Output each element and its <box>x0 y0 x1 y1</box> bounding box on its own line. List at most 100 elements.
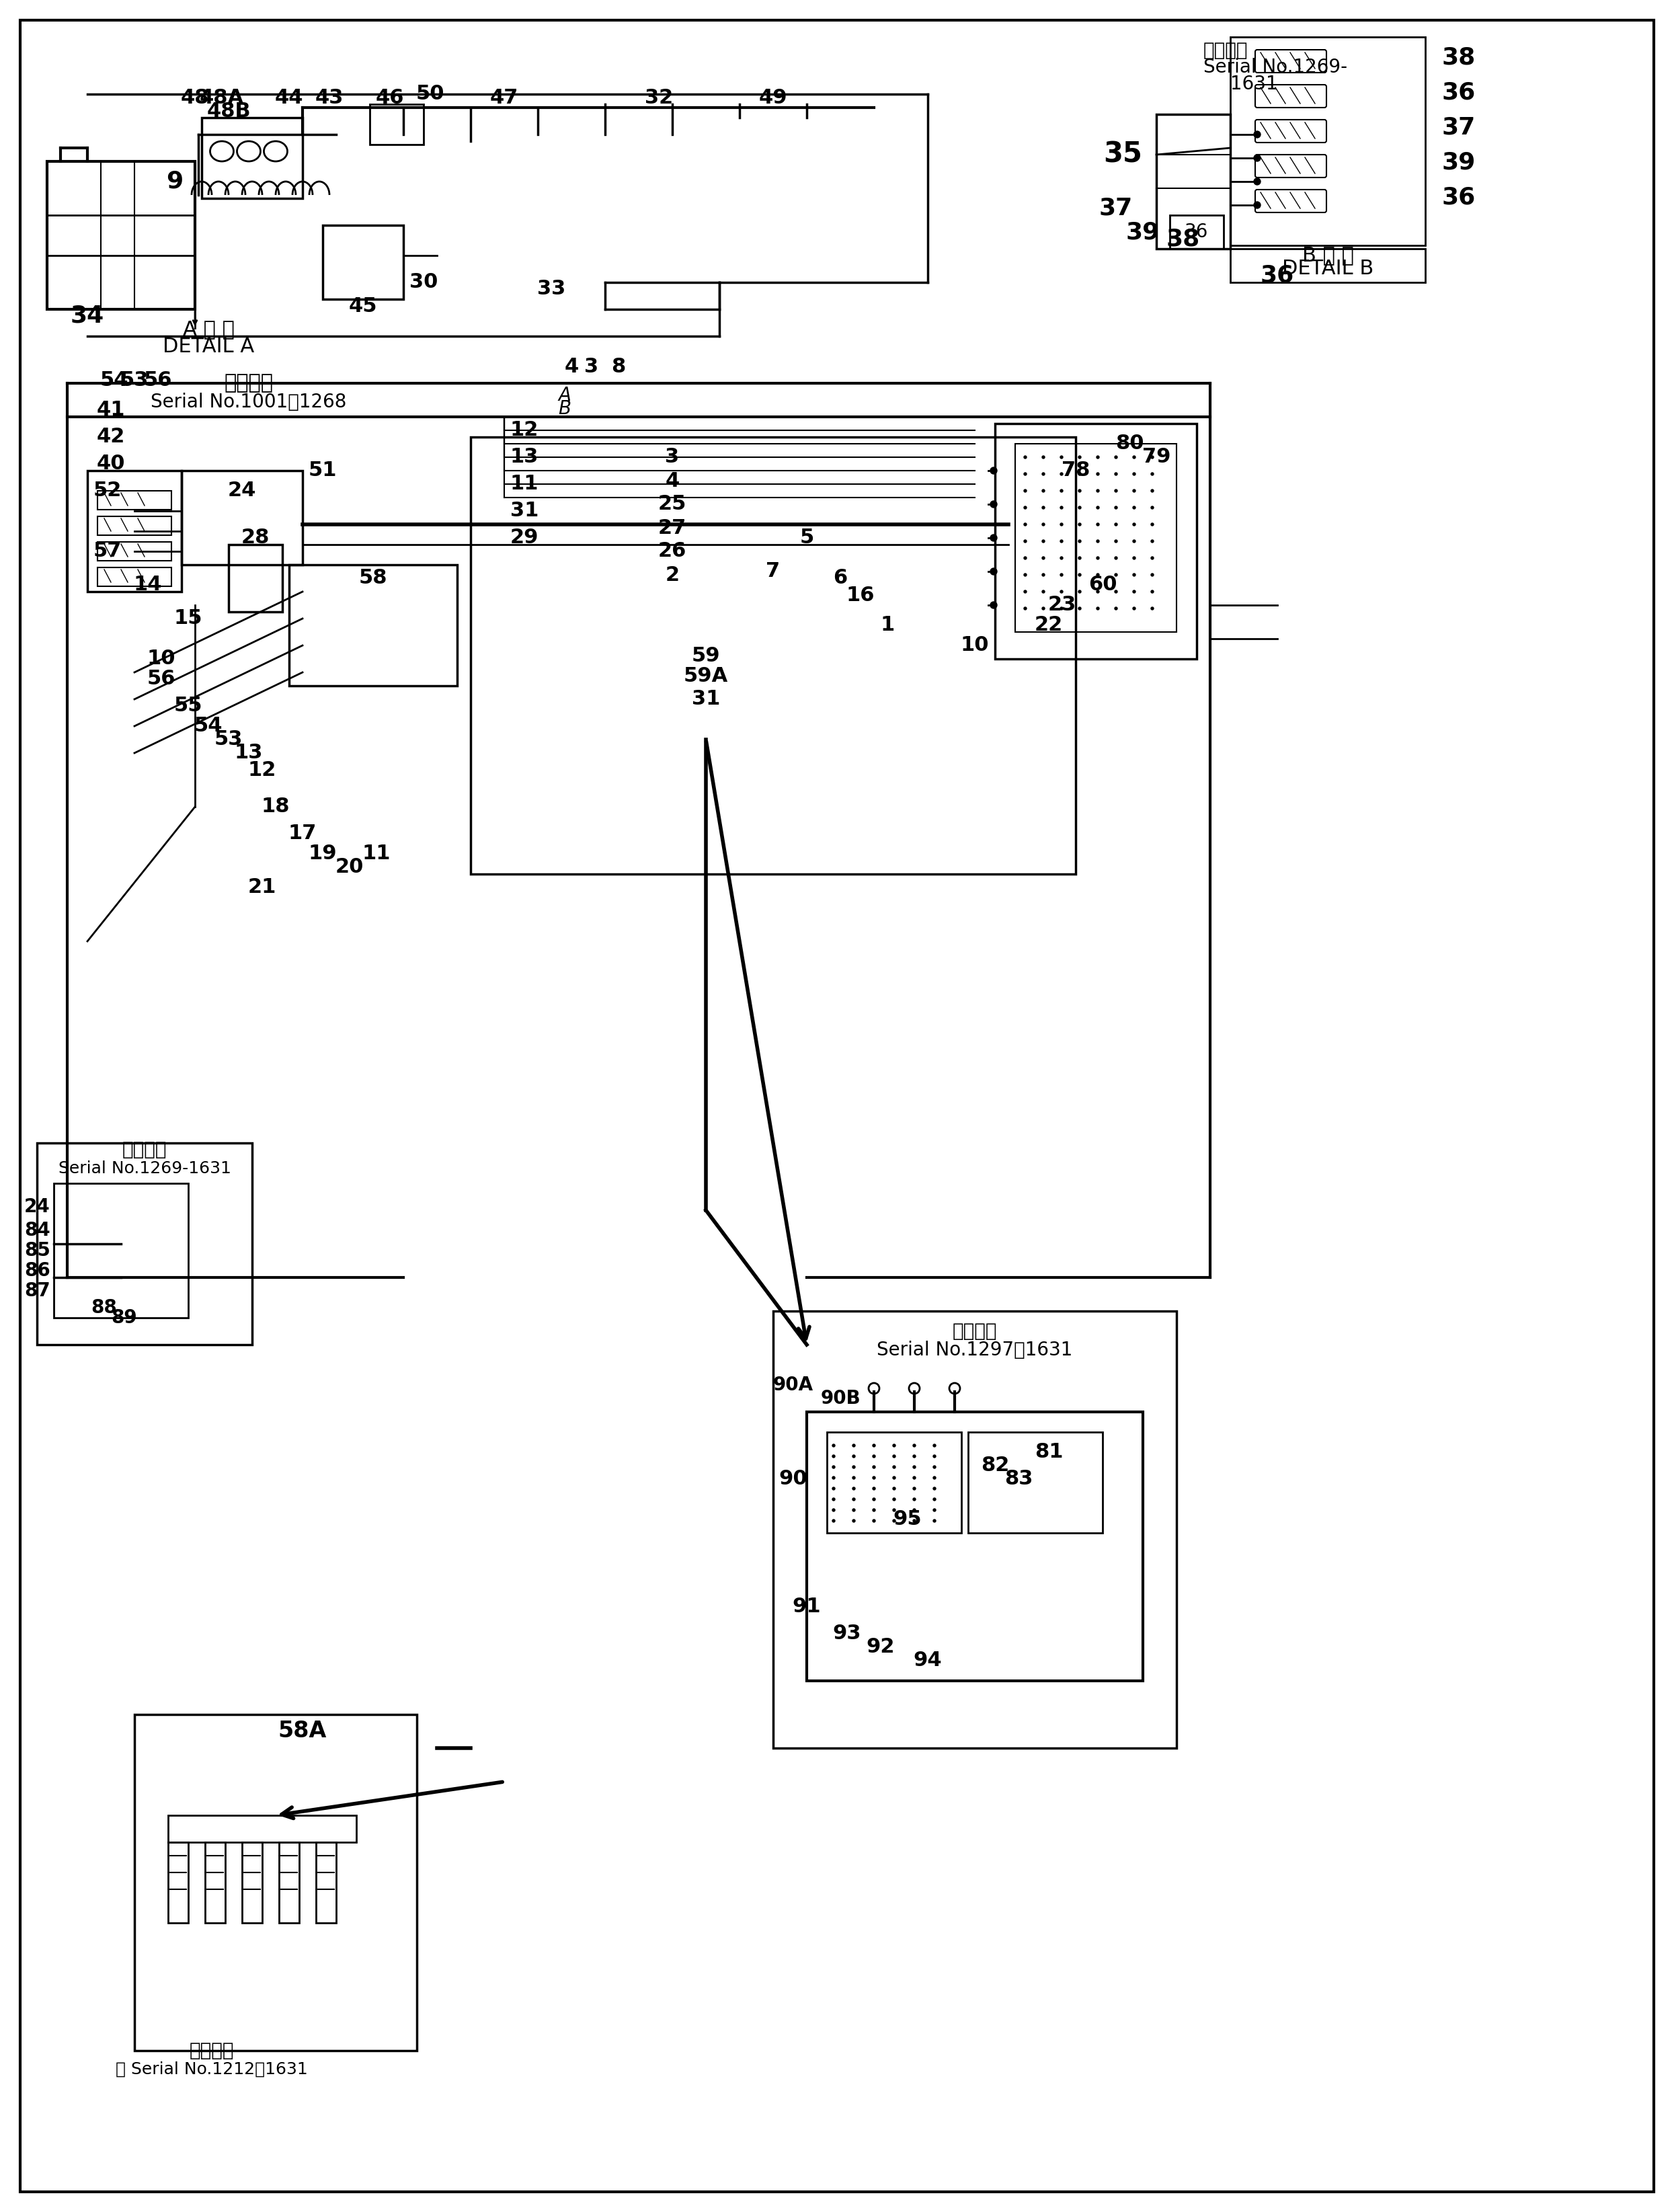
Text: 12: 12 <box>511 420 539 440</box>
Circle shape <box>1041 507 1045 509</box>
Circle shape <box>1152 456 1153 458</box>
Circle shape <box>1115 489 1117 491</box>
Text: 27: 27 <box>658 518 686 538</box>
Circle shape <box>1152 473 1153 476</box>
Text: Serial No.1001～1268: Serial No.1001～1268 <box>151 394 347 411</box>
Circle shape <box>1041 606 1045 611</box>
Text: 23: 23 <box>1048 595 1076 615</box>
Circle shape <box>1096 540 1100 542</box>
Circle shape <box>1096 456 1100 458</box>
Text: 3: 3 <box>584 356 599 376</box>
Circle shape <box>1060 473 1063 476</box>
Text: 84: 84 <box>25 1221 50 1239</box>
Circle shape <box>1096 522 1100 526</box>
Bar <box>47 161 194 310</box>
Circle shape <box>1078 522 1081 526</box>
Circle shape <box>1060 557 1063 560</box>
Circle shape <box>872 1455 876 1458</box>
Circle shape <box>1060 522 1063 526</box>
Text: 44: 44 <box>275 88 303 106</box>
Bar <box>97 491 171 509</box>
Text: 33: 33 <box>537 279 566 299</box>
Text: 57: 57 <box>94 542 122 562</box>
Text: 88: 88 <box>90 1298 117 1316</box>
Circle shape <box>932 1444 936 1447</box>
Circle shape <box>1024 473 1026 476</box>
Circle shape <box>892 1475 896 1480</box>
Circle shape <box>1024 540 1026 542</box>
Circle shape <box>1115 557 1117 560</box>
Text: B 詳 細: B 詳 細 <box>1302 246 1354 265</box>
Text: 51: 51 <box>308 460 336 480</box>
Circle shape <box>912 1520 916 1522</box>
Bar <box>97 568 171 586</box>
Text: 37: 37 <box>1441 115 1476 139</box>
Text: A 詳 細: A 詳 細 <box>182 321 234 338</box>
Circle shape <box>1096 557 1100 560</box>
Text: 82: 82 <box>981 1455 1009 1475</box>
Circle shape <box>1115 522 1117 526</box>
Text: 53: 53 <box>121 369 149 389</box>
Text: 8: 8 <box>611 356 626 376</box>
Circle shape <box>1152 606 1153 611</box>
Circle shape <box>832 1467 835 1469</box>
Text: 92: 92 <box>867 1637 896 1657</box>
Text: 適用号機: 適用号機 <box>953 1323 998 1340</box>
Text: 79: 79 <box>1142 447 1170 467</box>
Text: 28: 28 <box>241 529 270 549</box>
Circle shape <box>1060 507 1063 509</box>
Circle shape <box>872 1475 876 1480</box>
Text: 55: 55 <box>174 697 203 717</box>
Text: Serial No.1269-: Serial No.1269- <box>1204 58 1348 77</box>
Text: 46: 46 <box>375 88 403 106</box>
Bar <box>290 564 457 686</box>
Text: 90: 90 <box>778 1469 807 1489</box>
Circle shape <box>1060 573 1063 575</box>
Circle shape <box>872 1509 876 1511</box>
Text: A: A <box>559 385 571 405</box>
Circle shape <box>1041 522 1045 526</box>
Circle shape <box>1078 573 1081 575</box>
Text: 17: 17 <box>288 823 316 843</box>
Text: 89: 89 <box>112 1307 137 1327</box>
Text: DETAIL A: DETAIL A <box>162 336 254 356</box>
Circle shape <box>1096 573 1100 575</box>
Text: 50: 50 <box>415 84 445 104</box>
Bar <box>134 1714 417 2051</box>
Circle shape <box>1078 489 1081 491</box>
Text: 6: 6 <box>834 568 847 588</box>
Circle shape <box>1115 540 1117 542</box>
Circle shape <box>912 1509 916 1511</box>
Circle shape <box>1115 606 1117 611</box>
Bar <box>1170 215 1224 248</box>
Text: 適用号機: 適用号機 <box>224 374 273 394</box>
Circle shape <box>872 1498 876 1500</box>
Text: 45: 45 <box>348 296 377 316</box>
Bar <box>54 1183 187 1318</box>
Text: Serial No.1297～1631: Serial No.1297～1631 <box>877 1340 1073 1360</box>
Bar <box>243 1843 263 1922</box>
Circle shape <box>1254 201 1261 208</box>
Circle shape <box>912 1486 916 1491</box>
Bar <box>97 542 171 560</box>
Circle shape <box>1096 507 1100 509</box>
Circle shape <box>932 1455 936 1458</box>
Text: DETAIL B: DETAIL B <box>1282 259 1374 279</box>
Text: 36: 36 <box>1441 186 1476 208</box>
Text: 24: 24 <box>25 1197 50 1217</box>
Text: 適用号機: 適用号機 <box>1204 42 1249 60</box>
Circle shape <box>1096 591 1100 593</box>
Bar <box>167 1816 357 1843</box>
Bar <box>1230 38 1425 246</box>
Circle shape <box>1133 591 1135 593</box>
Text: 32: 32 <box>644 88 673 106</box>
Text: 95: 95 <box>894 1511 922 1528</box>
Circle shape <box>832 1520 835 1522</box>
Circle shape <box>1060 489 1063 491</box>
Text: 20: 20 <box>335 858 363 878</box>
Circle shape <box>852 1475 855 1480</box>
Circle shape <box>1096 489 1100 491</box>
Circle shape <box>1152 522 1153 526</box>
Circle shape <box>852 1498 855 1500</box>
Circle shape <box>1133 507 1135 509</box>
